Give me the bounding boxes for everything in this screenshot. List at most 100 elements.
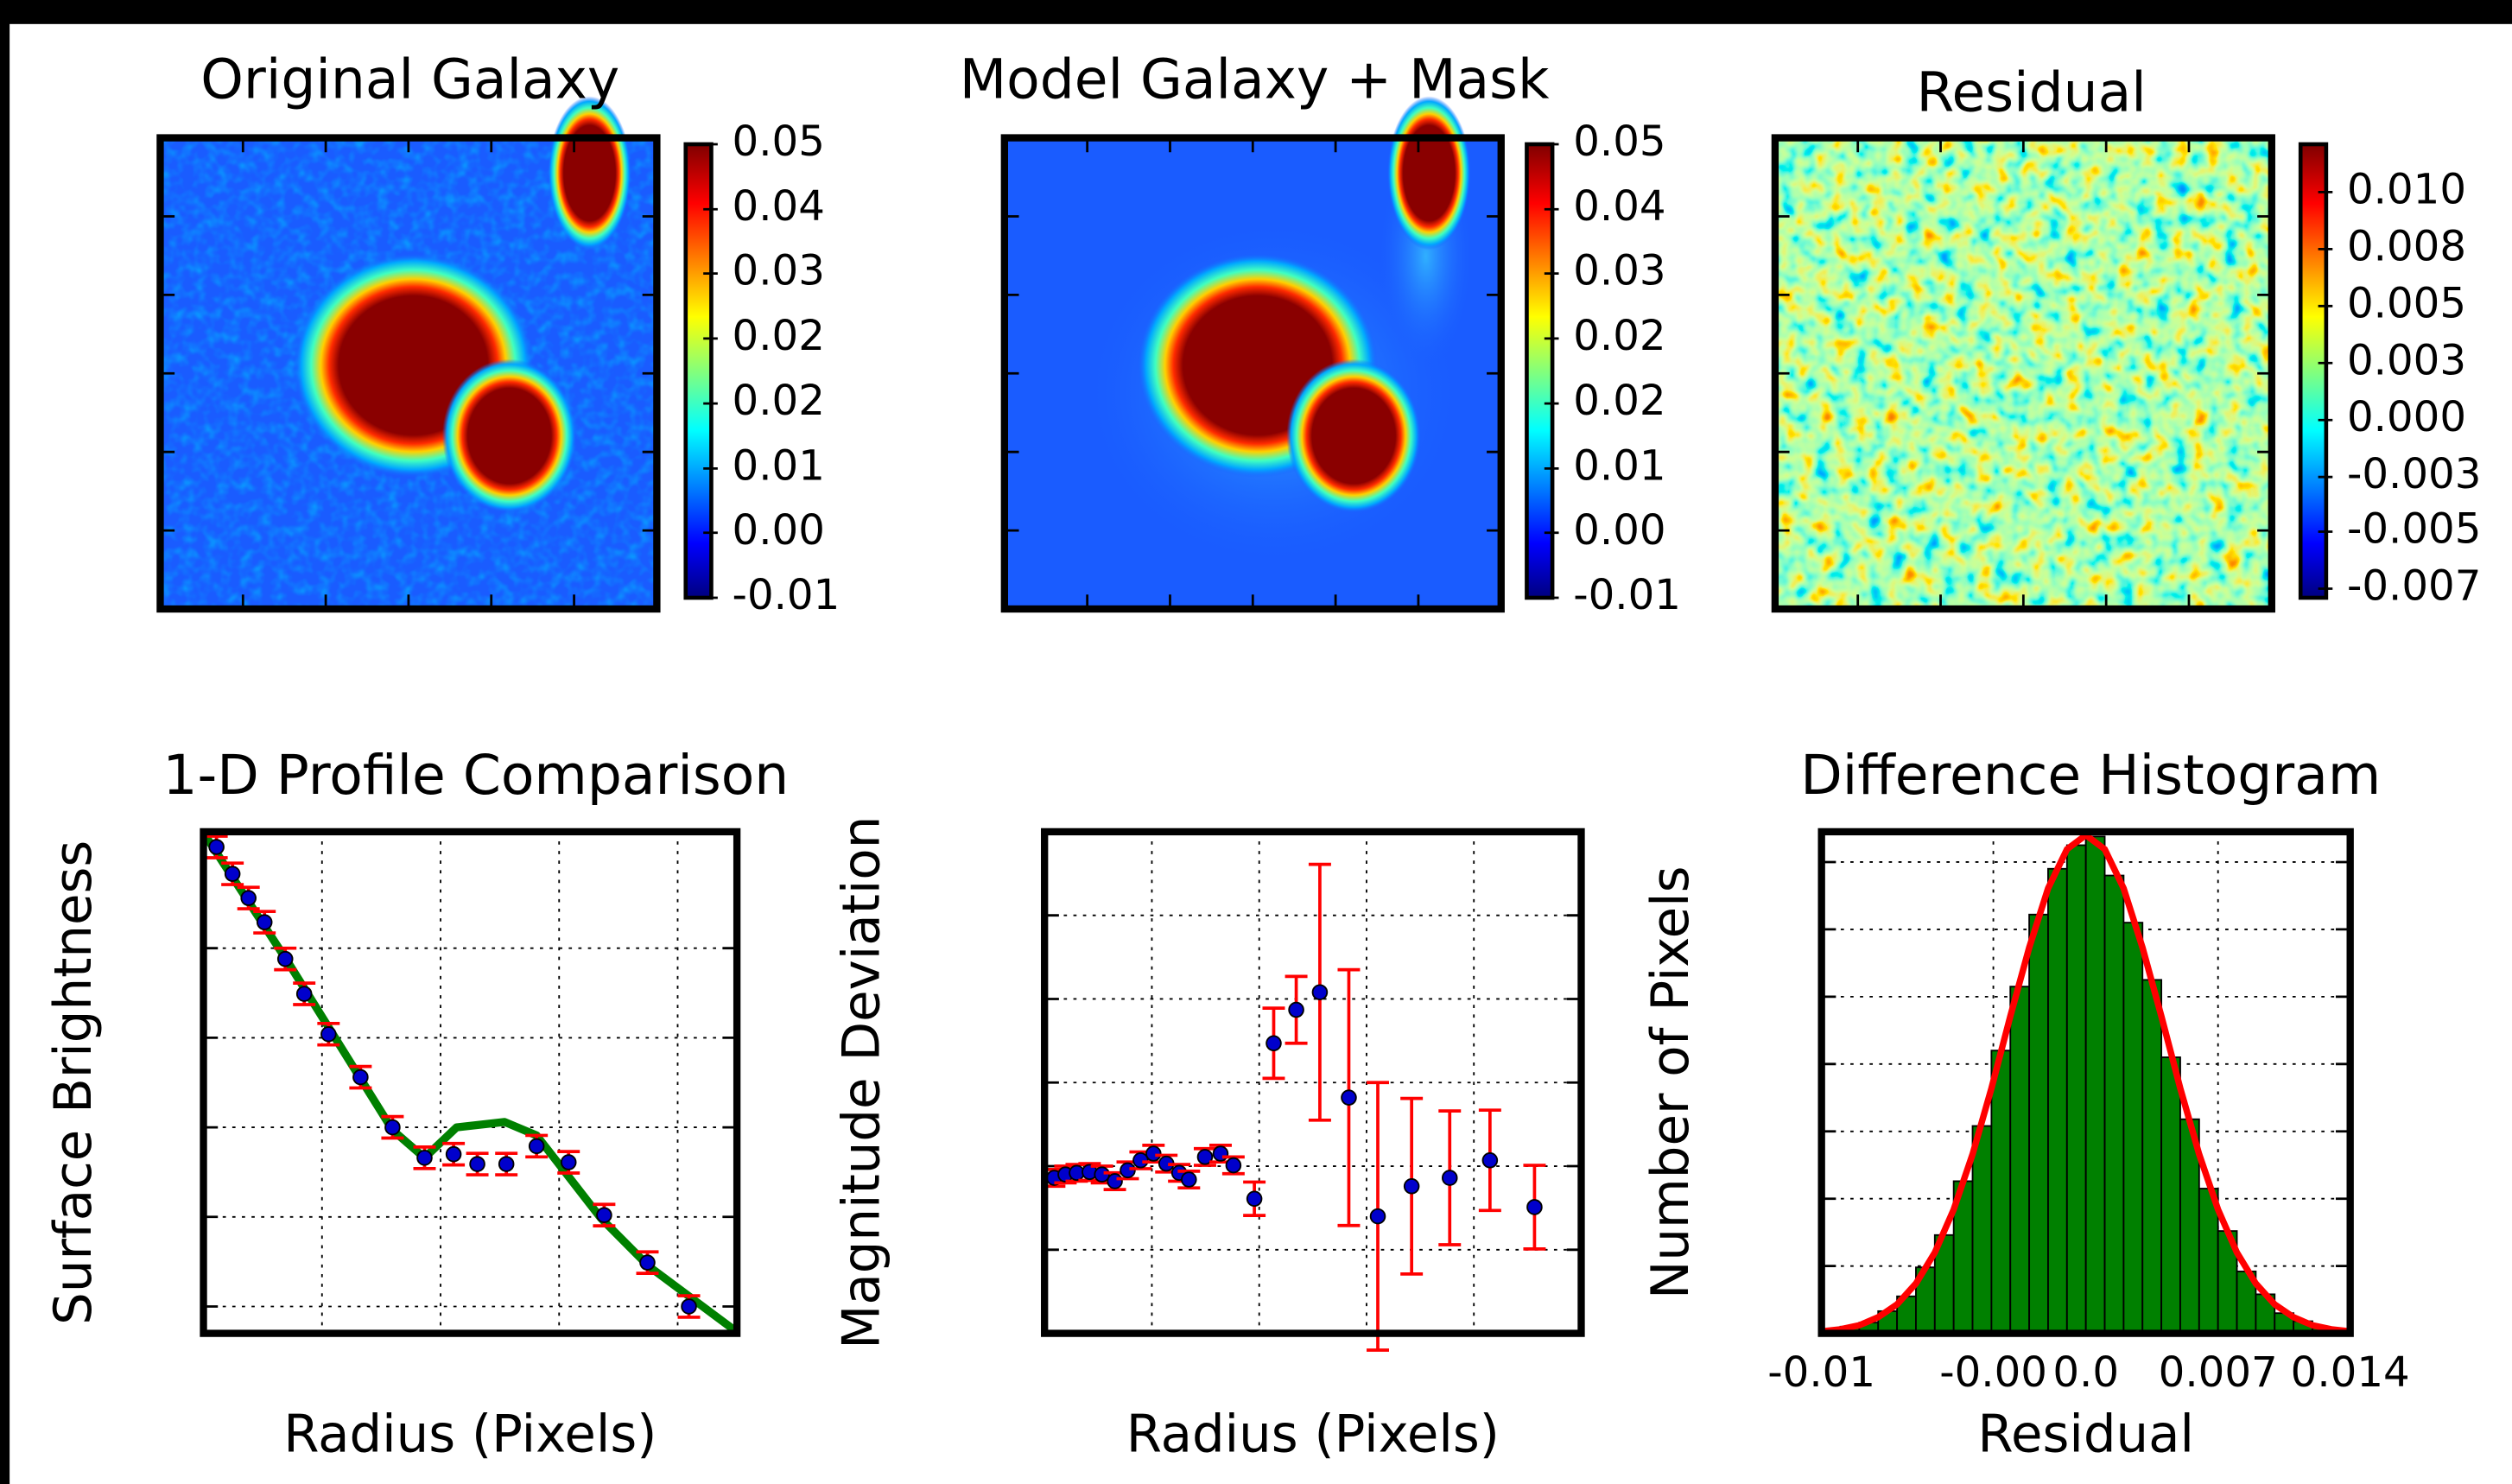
data-point xyxy=(1181,1171,1197,1188)
y-axis-label: Magnitude Deviation xyxy=(832,816,891,1349)
model-image xyxy=(1004,96,1501,610)
colorbar-tick-label: 0.01 xyxy=(1573,441,1665,490)
top-band xyxy=(0,0,2512,24)
histogram-bar xyxy=(2141,979,2163,1335)
data-point xyxy=(445,1145,462,1163)
image-noise xyxy=(1774,137,2272,610)
data-point xyxy=(1212,1145,1229,1162)
histogram-bar xyxy=(2028,913,2049,1335)
histogram-bar xyxy=(2103,874,2125,1335)
data-point xyxy=(1481,1151,1499,1169)
data-point xyxy=(1288,1001,1304,1018)
data-point xyxy=(352,1069,369,1086)
left-border xyxy=(0,0,10,1484)
data-point xyxy=(1120,1162,1136,1179)
colorbar-tick-label: 0.005 xyxy=(2347,279,2466,327)
galaxy xyxy=(441,358,577,513)
x-tick-label: 0.0 xyxy=(2052,1348,2119,1397)
colorbar-tick-label: -0.01 xyxy=(1573,571,1681,619)
data-point xyxy=(256,914,273,930)
data-point xyxy=(1145,1145,1162,1162)
data-point xyxy=(1266,1035,1282,1052)
colorbar-tick-label: 0.05 xyxy=(1573,117,1665,166)
colorbar-tick-label: 0.00 xyxy=(1573,506,1665,555)
data-point xyxy=(1094,1166,1110,1183)
chart-title: Original Galaxy xyxy=(200,48,619,111)
colorbar-tick-label: 0.008 xyxy=(2347,222,2466,270)
colorbar-tick-label: 0.000 xyxy=(2347,393,2466,441)
data-point xyxy=(240,890,257,906)
histogram-bar xyxy=(2122,922,2144,1335)
galaxy xyxy=(1387,96,1471,251)
x-tick-label: -0.00 xyxy=(1939,1348,2047,1397)
histogram-bar xyxy=(2160,1056,2181,1335)
data-point xyxy=(469,1156,485,1172)
x-tick-label: -0.01 xyxy=(1767,1348,1875,1397)
data-point xyxy=(416,1150,433,1166)
residual-image xyxy=(1774,137,2272,610)
chart-title: Residual xyxy=(1917,60,2147,124)
data-point xyxy=(1246,1190,1263,1208)
colorbar-tick-label: 0.003 xyxy=(2347,336,2466,384)
galaxy xyxy=(1286,358,1422,513)
data-point xyxy=(639,1254,656,1271)
data-point xyxy=(384,1119,401,1136)
data-point xyxy=(320,1025,337,1043)
data-point xyxy=(498,1156,515,1172)
histogram-bar xyxy=(1990,1050,2012,1335)
colorbar-tick-label: 0.02 xyxy=(733,312,825,360)
x-tick-label: 0.014 xyxy=(2291,1348,2410,1397)
histogram-bar xyxy=(2047,867,2068,1335)
chart-title: Difference Histogram xyxy=(1800,743,2381,807)
plot-frame xyxy=(1041,828,1585,1337)
colorbar xyxy=(2298,142,2329,600)
data-point xyxy=(1526,1199,1543,1215)
data-point xyxy=(1403,1177,1420,1195)
colorbar-tick-label: 0.010 xyxy=(2347,165,2466,213)
colorbar-tick-label: -0.007 xyxy=(2347,561,2481,610)
data-point xyxy=(208,839,225,855)
data-point xyxy=(681,1298,697,1315)
data-point xyxy=(224,866,241,882)
histogram-bar xyxy=(2065,844,2087,1335)
colorbar-tick-label: -0.01 xyxy=(733,571,841,619)
histogram-bar xyxy=(2009,986,2031,1335)
colorbar xyxy=(683,142,714,600)
histogram-bar xyxy=(1971,1125,1993,1335)
chart-title: 1-D Profile Comparison xyxy=(162,743,789,807)
original-image xyxy=(160,96,657,610)
colorbar-tick-label: 0.02 xyxy=(733,377,825,425)
data-point xyxy=(1341,1089,1357,1106)
colorbar-tick-label: 0.05 xyxy=(733,117,825,166)
colorbar-tick-label: -0.003 xyxy=(2347,450,2481,498)
colorbar-tick-label: 0.00 xyxy=(733,506,825,555)
colorbar-tick-label: 0.04 xyxy=(733,182,825,231)
y-axis-label: Surface Brightness xyxy=(43,840,103,1325)
x-axis-label: Residual xyxy=(1977,1404,2194,1463)
plot-frame xyxy=(200,828,741,1337)
data-point xyxy=(1107,1173,1123,1189)
x-axis-label: Radius (Pixels) xyxy=(1126,1404,1500,1463)
data-point xyxy=(1225,1157,1242,1174)
y-axis-label: Number of Pixels xyxy=(1640,866,1700,1299)
colorbar xyxy=(1525,142,1555,600)
data-point xyxy=(1311,984,1329,1000)
data-point xyxy=(1196,1149,1214,1165)
histogram-bar xyxy=(2084,835,2106,1335)
galaxy xyxy=(548,96,631,251)
colorbar-tick-label: 0.02 xyxy=(1573,377,1665,425)
data-point xyxy=(276,950,294,967)
data-point xyxy=(596,1207,612,1223)
x-axis-label: Radius (Pixels) xyxy=(283,1404,657,1463)
data-point xyxy=(560,1154,577,1170)
x-tick-label: 0.007 xyxy=(2159,1348,2278,1397)
data-point xyxy=(1441,1170,1458,1186)
data-point xyxy=(1132,1151,1149,1169)
model-line xyxy=(200,830,737,1334)
colorbar-tick-label: 0.03 xyxy=(1573,247,1665,295)
chart-title: Model Galaxy + Mask xyxy=(960,48,1550,111)
data-point xyxy=(295,986,313,1002)
colorbar-tick-label: -0.005 xyxy=(2347,505,2481,554)
colorbar-tick-label: 0.01 xyxy=(733,441,825,490)
